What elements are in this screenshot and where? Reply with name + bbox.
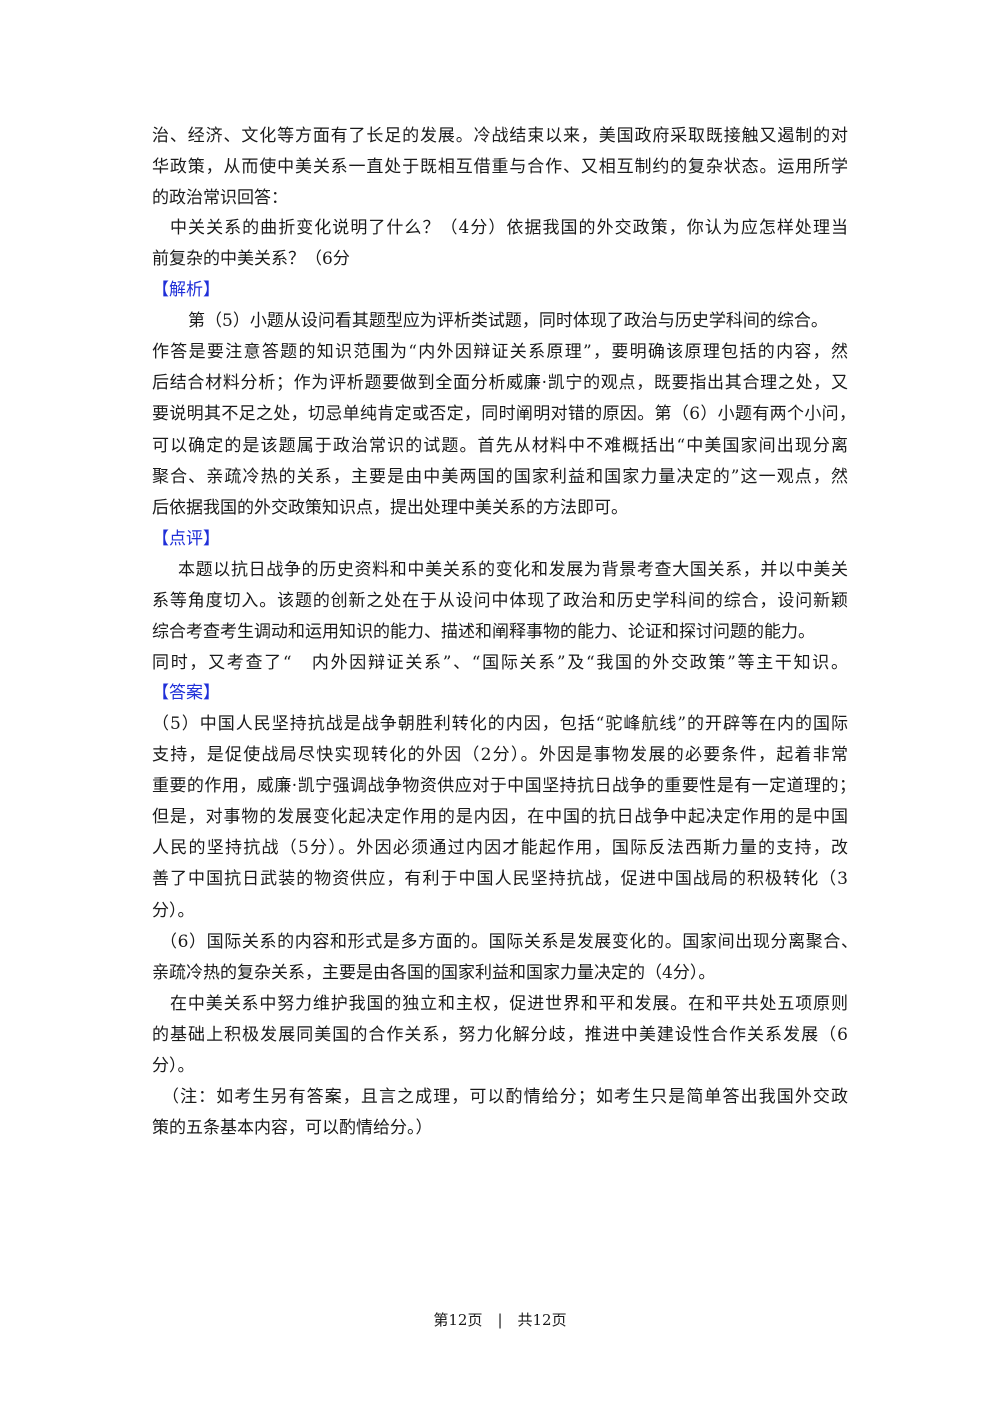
text-line: 综合考查考生调动和运用知识的能力、描述和阐释事物的能力、论证和探讨问题的能力。 [152, 622, 815, 642]
text-line: 在中美关系中努力维护我国的独立和主权，促进世界和平和发展。在和平共处五项原则 [170, 994, 848, 1014]
text-line: 亲疏冷热的复杂关系，主要是由各国的国家利益和国家力量决定的（4分）。 [152, 963, 716, 983]
section-heading: 【点评】 [152, 529, 220, 549]
page-footer: 第12页 | 共12页 [433, 1311, 567, 1329]
text-line: 后依据我国的外交政策知识点，提出处理中美关系的方法即可。 [152, 498, 628, 518]
text-line: 系等角度切入。该题的创新之处在于从设问中体现了政治和历史学科间的综合，设问新颖 [152, 591, 848, 611]
section-heading: 【答案】 [152, 683, 220, 703]
text-line: （5）中国人民坚持抗战是战争朝胜利转化的内因，包括“驼峰航线”的开辟等在内的国际 [152, 714, 848, 734]
text-line: 同时，又考查了“ 内外因辩证关系”、“国际关系”及“我国的外交政策”等主干知识。 [152, 653, 848, 673]
text-line: 分）。 [152, 1056, 195, 1076]
text-line: 华政策，从而使中美关系一直处于既相互借重与合作、又相互制约的复杂状态。运用所学 [152, 157, 848, 177]
text-line: 治、经济、文化等方面有了长足的发展。冷战结束以来，美国政府采取既接触又遏制的对 [152, 126, 848, 146]
text-line: （注：如考生另有答案，且言之成理，可以酌情给分；如考生只是简单答出我国外交政 [162, 1087, 848, 1107]
text-line: 前复杂的中美关系？（6分 [152, 249, 350, 269]
text-line: 的基础上积极发展同美国的合作关系，努力化解分歧，推进中美建设性合作关系发展（6 [152, 1025, 848, 1045]
text-line: 策的五条基本内容，可以酌情给分。） [152, 1118, 433, 1138]
text-line: 支持，是促使战局尽快实现转化的外因（2分）。外因是事物发展的必要条件，起着非常 [152, 745, 848, 765]
text-line: 可以确定的是该题属于政治常识的试题。首先从材料中不难概括出“中美国家间出现分离 [152, 436, 848, 456]
section-heading: 【解析】 [152, 280, 220, 300]
text-line: 中关关系的曲折变化说明了什么？（4分）依据我国的外交政策，你认为应怎样处理当 [170, 218, 848, 238]
text-line: 但是，对事物的发展变化起决定作用的是内因，在中国的抗日战争中起决定作用的是中国 [152, 807, 848, 827]
text-line: 重要的作用，威廉·凯宁强调战争物资供应对于中国坚持抗日战争的重要性是有一定道理的… [152, 776, 856, 796]
text-line: 人民的坚持抗战（5分）。外因必须通过内因才能起作用，国际反法西斯力量的支持，改 [152, 838, 848, 858]
text-line: 善了中国抗日武装的物资供应，有利于中国人民坚持抗战，促进中国战局的积极转化（3 [152, 869, 848, 889]
text-line: 的政治常识回答： [152, 188, 288, 208]
text-line: （6）国际关系的内容和形式是多方面的。国际关系是发展变化的。国家间出现分离聚合、 [160, 932, 858, 952]
text-line: 要说明其不足之处，切忌单纯肯定或否定，同时阐明对错的原因。第（6）小题有两个小问… [152, 404, 856, 424]
text-line: 本题以抗日战争的历史资料和中美关系的变化和发展为背景考查大国关系，并以中美关 [178, 560, 848, 580]
text-line: 第（5）小题从设问看其题型应为评析类试题，同时体现了政治与历史学科间的综合。 [188, 311, 828, 331]
text-line: 后结合材料分析；作为评析题要做到全面分析威廉·凯宁的观点，既要指出其合理之处，又 [152, 373, 848, 393]
text-line: 分）。 [152, 901, 195, 921]
text-line: 作答是要注意答题的知识范围为“内外因辩证关系原理”，要明确该原理包括的内容，然 [152, 342, 848, 362]
text-line: 聚合、亲疏冷热的关系，主要是由中美两国的国家利益和国家力量决定的”这一观点，然 [152, 467, 848, 487]
